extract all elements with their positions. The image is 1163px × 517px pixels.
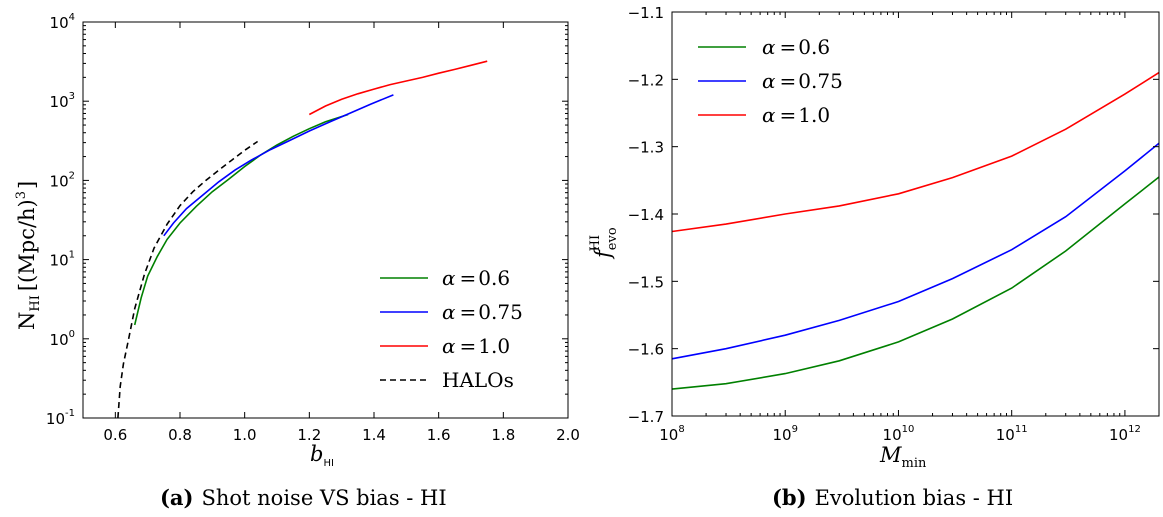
series-layer-a — [117, 60, 488, 419]
legend-label-b: α = 0.6 — [762, 35, 830, 59]
y-axis-label-b: fevoHI — [588, 227, 620, 260]
x-tick-label-a: 1.0 — [233, 426, 257, 444]
y-ticks-a: 10-1 100 101 102 103 104 — [46, 12, 568, 428]
x-tick-label-a: 1.6 — [427, 426, 451, 444]
x-tick-label-a: 0.6 — [103, 426, 127, 444]
x-tick-label-a: 1.2 — [297, 426, 321, 444]
y-tick-label-a: 102 — [50, 170, 75, 190]
series-line-a-1 — [163, 94, 394, 237]
chart-evolution-bias: 108 109 1010 1011 1012 −1.7−1.6−1.5−1.4−1.3−… — [588, 4, 1160, 510]
legend-b: α = 0.6 α = 0.75 α = 1.0 — [698, 35, 843, 127]
plot-frame-a — [82, 21, 569, 419]
x-axis-label-a: bHI — [310, 442, 334, 469]
y-tick-label-b: −1.3 — [628, 139, 664, 157]
y-ticks-b: −1.7 −1.6 −1.5 −1.4 −1.3 −1.2 −1.1 — [628, 4, 1159, 426]
y-tick-label-b: −1.1 — [628, 4, 664, 22]
caption-b: (b) Evolution bias - HI — [772, 485, 1013, 510]
x-tick-label-b: 108 — [659, 424, 684, 444]
y-tick-label-a: 10-1 — [46, 408, 75, 428]
series-line-a-2 — [308, 60, 488, 116]
x-tick-label-b: 109 — [772, 424, 797, 444]
series-line-a-3 — [117, 140, 259, 419]
legend-a: α = 0.6 α = 0.75 α = 1.0 HALOs — [380, 266, 523, 392]
y-tick-label-a: 104 — [50, 12, 75, 32]
chart-shot-noise: 0.6 0.8 1.0 1.2 1.4 1.6 1.8 2.0 10-110010110210… — [14, 12, 580, 510]
x-tick-label-b: 1011 — [996, 424, 1028, 444]
x-tick-label-b: 1010 — [883, 424, 915, 444]
y-tick-label-b: −1.2 — [628, 71, 664, 89]
x-tick-label-a: 1.4 — [362, 426, 386, 444]
y-tick-label-b: −1.4 — [628, 206, 664, 224]
legend-label-a: HALOs — [442, 368, 514, 392]
series-line-b-2 — [671, 71, 1160, 233]
x-axis-label-b: Mmin — [879, 443, 927, 471]
y-tick-label-b: −1.5 — [628, 273, 664, 291]
legend-label-b: α = 1.0 — [762, 103, 830, 127]
y-tick-label-a: 100 — [50, 329, 75, 349]
legend-label-a: α = 1.0 — [442, 334, 510, 358]
x-tick-label-a: 0.8 — [168, 426, 192, 444]
series-layer-b — [671, 71, 1160, 390]
caption-a: (a) Shot noise VS bias - HI — [160, 485, 447, 510]
legend-label-a: α = 0.75 — [442, 300, 523, 324]
series-line-b-0 — [671, 176, 1160, 390]
legend-label-a: α = 0.6 — [442, 266, 510, 290]
legend-label-b: α = 0.75 — [762, 69, 843, 93]
x-tick-label-a: 2.0 — [556, 426, 580, 444]
plot-frame-b — [671, 11, 1160, 417]
y-tick-label-b: −1.7 — [628, 408, 664, 426]
series-line-a-0 — [133, 113, 349, 326]
y-tick-label-a: 103 — [50, 91, 75, 111]
x-ticks-a: 0.6 0.8 1.0 1.2 1.4 1.6 1.8 2.0 — [103, 22, 580, 444]
y-axis-label-a: NHI[(Mpc/h)3] — [14, 181, 43, 330]
series-line-b-1 — [671, 142, 1160, 360]
y-tick-label-b: −1.6 — [628, 341, 664, 359]
x-ticks-b: 108 109 1010 1011 1012 — [659, 12, 1160, 444]
x-tick-label-a: 1.8 — [491, 426, 515, 444]
x-tick-label-b: 1012 — [1109, 424, 1141, 444]
y-tick-label-a: 101 — [50, 250, 75, 270]
